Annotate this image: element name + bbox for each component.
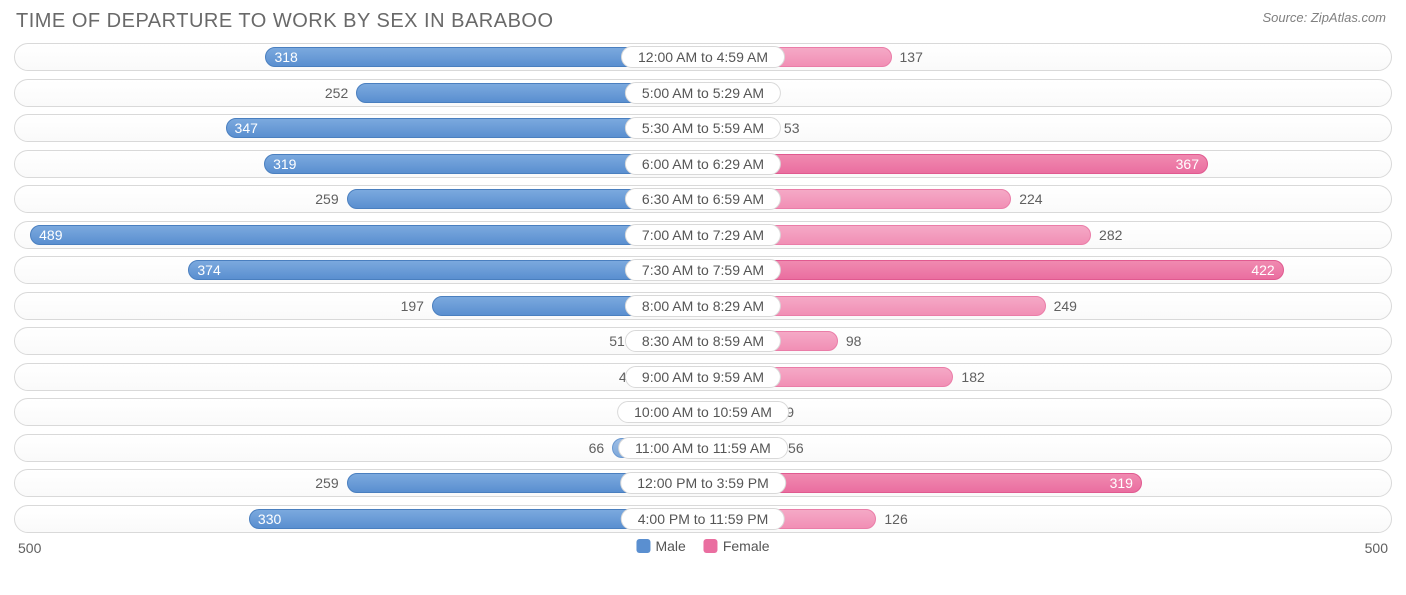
legend: Male Female xyxy=(636,538,769,554)
female-value: 56 xyxy=(788,440,804,456)
female-value: 367 xyxy=(1176,156,1199,172)
chart-row: 489 282 7:00 AM to 7:29 AM xyxy=(14,221,1392,249)
chart-row: 259 319 12:00 PM to 3:59 PM xyxy=(14,469,1392,497)
row-category-label: 6:30 AM to 6:59 AM xyxy=(625,188,781,210)
female-value: 98 xyxy=(846,333,862,349)
female-value: 182 xyxy=(961,369,984,385)
chart-row: 347 535:30 AM to 5:59 AM xyxy=(14,114,1392,142)
male-value: 259 xyxy=(315,475,338,491)
male-value: 318 xyxy=(274,49,297,65)
diverging-bar-chart: 318 137 12:00 AM to 4:59 AM 252285:00 AM to… xyxy=(14,43,1392,533)
female-value: 224 xyxy=(1019,191,1042,207)
row-category-label: 7:30 AM to 7:59 AM xyxy=(625,259,781,281)
chart-row: 319 367 6:00 AM to 6:29 AM xyxy=(14,150,1392,178)
male-value: 51 xyxy=(609,333,625,349)
row-category-label: 11:00 AM to 11:59 AM xyxy=(618,437,788,459)
male-value: 252 xyxy=(325,85,348,101)
male-value: 489 xyxy=(39,227,62,243)
row-category-label: 9:00 AM to 9:59 AM xyxy=(625,366,781,388)
legend-male-label: Male xyxy=(655,538,685,554)
chart-row: 259 224 6:30 AM to 6:59 AM xyxy=(14,185,1392,213)
row-category-label: 8:00 AM to 8:29 AM xyxy=(625,295,781,317)
female-bar: 422 xyxy=(703,260,1284,280)
axis-max-right: 500 xyxy=(1365,540,1388,556)
female-value: 282 xyxy=(1099,227,1122,243)
female-value: 422 xyxy=(1251,262,1274,278)
row-category-label: 5:30 AM to 5:59 AM xyxy=(625,117,781,139)
axis-max-left: 500 xyxy=(18,540,41,556)
female-value: 319 xyxy=(1110,475,1133,491)
male-value: 259 xyxy=(315,191,338,207)
legend-male: Male xyxy=(636,538,685,554)
row-category-label: 8:30 AM to 8:59 AM xyxy=(625,330,781,352)
chart-row: 374 422 7:30 AM to 7:59 AM xyxy=(14,256,1392,284)
female-swatch xyxy=(704,539,718,553)
row-category-label: 5:00 AM to 5:29 AM xyxy=(625,82,781,104)
chart-row: 174910:00 AM to 10:59 AM xyxy=(14,398,1392,426)
chart-row: 197 249 8:00 AM to 8:29 AM xyxy=(14,292,1392,320)
chart-row: 66 5611:00 AM to 11:59 AM xyxy=(14,434,1392,462)
chart-row: 330 126 4:00 PM to 11:59 PM xyxy=(14,505,1392,533)
legend-female-label: Female xyxy=(723,538,770,554)
male-value: 197 xyxy=(401,298,424,314)
legend-female: Female xyxy=(704,538,770,554)
male-value: 374 xyxy=(197,262,220,278)
row-category-label: 12:00 PM to 3:59 PM xyxy=(620,472,786,494)
male-value: 66 xyxy=(589,440,605,456)
row-category-label: 7:00 AM to 7:29 AM xyxy=(625,224,781,246)
male-value: 347 xyxy=(235,120,258,136)
chart-row: 441829:00 AM to 9:59 AM xyxy=(14,363,1392,391)
female-value: 249 xyxy=(1054,298,1077,314)
source-attribution: Source: ZipAtlas.com xyxy=(1262,10,1386,25)
chart-title: TIME OF DEPARTURE TO WORK BY SEX IN BARA… xyxy=(14,8,1392,43)
chart-row: 51 98 8:30 AM to 8:59 AM xyxy=(14,327,1392,355)
female-value: 126 xyxy=(884,511,907,527)
male-value: 330 xyxy=(258,511,281,527)
male-swatch xyxy=(636,539,650,553)
female-value: 53 xyxy=(784,120,800,136)
chart-row: 252285:00 AM to 5:29 AM xyxy=(14,79,1392,107)
male-value: 319 xyxy=(273,156,296,172)
x-axis: 500 500 Male Female xyxy=(14,538,1392,568)
row-category-label: 12:00 AM to 4:59 AM xyxy=(621,46,785,68)
row-category-label: 4:00 PM to 11:59 PM xyxy=(621,508,785,530)
row-category-label: 6:00 AM to 6:29 AM xyxy=(625,153,781,175)
female-value: 137 xyxy=(900,49,923,65)
row-category-label: 10:00 AM to 10:59 AM xyxy=(617,401,789,423)
male-bar: 489 xyxy=(30,225,703,245)
chart-row: 318 137 12:00 AM to 4:59 AM xyxy=(14,43,1392,71)
